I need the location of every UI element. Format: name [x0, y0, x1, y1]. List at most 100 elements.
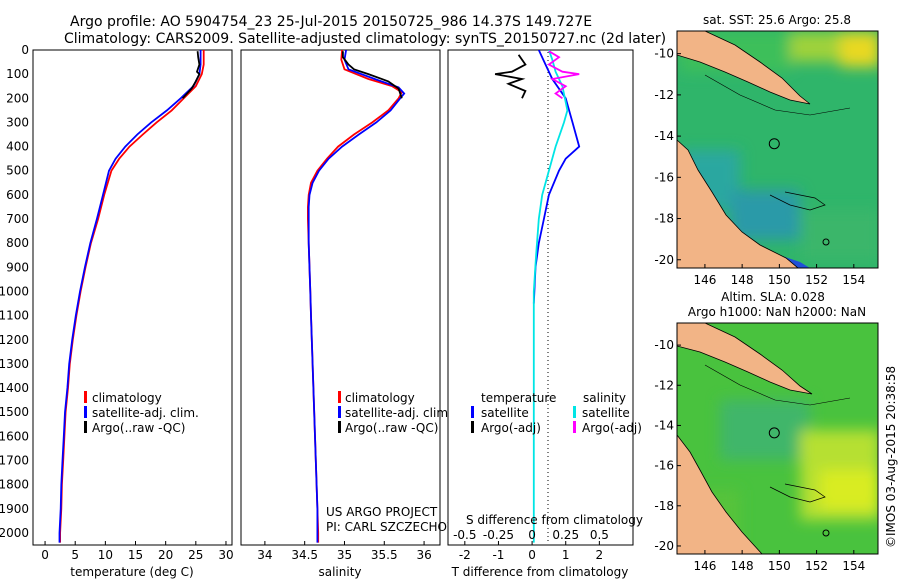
map-y-tick-label: -10 [654, 47, 674, 61]
x-tick-label: 35 [337, 548, 352, 562]
difference-x-ticks: -2 -1 0 1 2 [459, 541, 603, 562]
series-line-satellite-adj-clim- [58, 50, 202, 543]
sla-land-north [677, 323, 813, 395]
depth-tick-label: 1000 [0, 284, 29, 298]
legend-swatch-s-satellite [573, 406, 576, 418]
map-y-tick-label: -16 [654, 459, 674, 473]
s-diff-tick-label: 0.25 [552, 528, 579, 542]
temperature-x-label: temperature (deg C) [70, 565, 193, 579]
s-diff-tick-label: 0.5 [590, 528, 609, 542]
series-line-s-argo-adj- [547, 50, 580, 100]
legend-label-climatology: climatology [92, 391, 162, 405]
series-line-satellite-adj-clim- [307, 50, 406, 543]
temperature-x-ticks: 0 5 10 15 20 25 30 [41, 541, 234, 562]
legend-swatch-t-argo [471, 421, 474, 433]
difference-plot-frame [447, 49, 634, 546]
depth-tick-label: 900 [6, 260, 29, 274]
legend-swatch-argo [338, 421, 341, 433]
difference-series [494, 50, 581, 543]
title-line-2: Climatology: CARS2009. Satellite-adjuste… [64, 31, 666, 47]
depth-tick-label: 1800 [0, 478, 29, 492]
series-line-s-satellite [532, 50, 569, 543]
legend-label-satellite: satellite-adj. clim. [345, 406, 452, 420]
depth-tick-label: 1300 [0, 357, 29, 371]
legend-label-s-satellite: satellite [582, 406, 630, 420]
sst-float-marker [768, 138, 780, 150]
sst-small-marker [822, 238, 830, 246]
temperature-legend: climatology satellite-adj. clim. Argo(..… [84, 391, 199, 435]
series-line-t-argo-adj- [494, 54, 527, 99]
legend-swatch-s-argo [573, 421, 576, 433]
x-tick-label: 25 [188, 548, 203, 562]
legend-label-t-satellite: satellite [481, 406, 529, 420]
legend-swatch-satellite [84, 406, 87, 418]
sla-map-subtitle: Argo h1000: NaN h2000: NaN [688, 305, 866, 319]
x-tick-label: 10 [98, 548, 113, 562]
x-tick-label: 15 [128, 548, 143, 562]
map-y-tick-label: -12 [654, 88, 674, 102]
depth-tick-label: 1700 [0, 453, 29, 467]
sst-map-panel: sat. SST: 25.6 Argo: 25.8 146 148 150 152 15… [654, 13, 879, 287]
x-tick-label: 30 [218, 548, 233, 562]
x-tick-label: 34 [257, 548, 272, 562]
s-diff-tick-label: -0.25 [483, 528, 514, 542]
x-tick-label: 2 [596, 548, 604, 562]
depth-tick-label: 500 [6, 164, 29, 178]
map-x-tick-label: 150 [768, 273, 791, 287]
legend-swatch-climatology [338, 391, 341, 403]
x-tick-label: 0 [41, 548, 49, 562]
map-y-tick-label: -20 [654, 539, 674, 553]
s-diff-tick-label: -0.5 [453, 528, 476, 542]
sla-reef-outline [704, 364, 851, 406]
map-y-tick-label: -14 [654, 418, 674, 432]
sst-reef-islands [769, 191, 826, 211]
legend-swatch-satellite [338, 406, 341, 418]
sst-map-ticks: 146 148 150 152 154 -10 -12 -14 -16 -18 -20 [654, 47, 865, 287]
legend-label-t-argo: Argo(-adj) [481, 421, 541, 435]
x-tick-label: 1 [562, 548, 570, 562]
map-x-tick-label: 152 [805, 273, 828, 287]
salinity-panel: 34 34.5 35 35.5 36 salinity climatology sate… [240, 49, 478, 579]
map-x-tick-label: 150 [768, 559, 791, 573]
depth-tick-label: 700 [6, 212, 29, 226]
sst-land [677, 139, 799, 268]
sst-map-title: sat. SST: 25.6 Argo: 25.8 [703, 13, 851, 27]
credit-project: US ARGO PROJECT [326, 505, 438, 519]
x-tick-label: -2 [459, 548, 471, 562]
depth-tick-label: 1900 [0, 502, 29, 516]
sla-small-marker [822, 529, 830, 537]
difference-panel: -2 -1 0 1 2 -0.5 -0.25 0 0.25 0.5 S difference f… [447, 49, 643, 579]
x-tick-label: 35.5 [371, 548, 398, 562]
sst-land-north [677, 31, 811, 105]
depth-tick-label: 0 [21, 43, 29, 57]
x-tick-label: 34.5 [291, 548, 318, 562]
depth-tick-label: 1200 [0, 333, 29, 347]
x-tick-label: 36 [416, 548, 431, 562]
sla-map-ticks: 146 148 150 152 154 -10 -12 -14 -16 -18 -20 [654, 338, 865, 573]
s-diff-tick-label: 0 [528, 528, 536, 542]
map-y-tick-label: -18 [654, 212, 674, 226]
y-axis-depth: 0 100 200 300 400 500 600 700 800 900 1000 1100 1200… [0, 43, 37, 540]
depth-tick-label: 300 [6, 115, 29, 129]
t-difference-label: T difference from climatology [451, 565, 629, 579]
salinity-x-ticks: 34 34.5 35 35.5 36 [257, 541, 432, 562]
depth-tick-label: 1600 [0, 429, 29, 443]
map-y-tick-label: -20 [654, 253, 674, 267]
sla-reef-islands [769, 483, 826, 503]
legend-label-climatology: climatology [345, 391, 415, 405]
legend-swatch-t-satellite [471, 406, 474, 418]
difference-legend: temperature satellite Argo(-adj) salinit… [471, 391, 642, 435]
salinity-plot-frame [240, 49, 441, 546]
legend-title-salinity: salinity [583, 391, 626, 405]
salinity-x-label: salinity [318, 565, 361, 579]
x-tick-label: 20 [158, 548, 173, 562]
depth-tick-label: 2000 [0, 526, 29, 540]
map-x-tick-label: 146 [693, 559, 716, 573]
map-x-tick-label: 146 [693, 273, 716, 287]
legend-swatch-climatology [84, 391, 87, 403]
depth-tick-label: 1400 [0, 381, 29, 395]
sst-map-frame [676, 30, 879, 269]
sla-float-marker [768, 427, 780, 439]
title-line-1: Argo profile: AO 5904754_23 25-Jul-2015 … [70, 14, 592, 30]
